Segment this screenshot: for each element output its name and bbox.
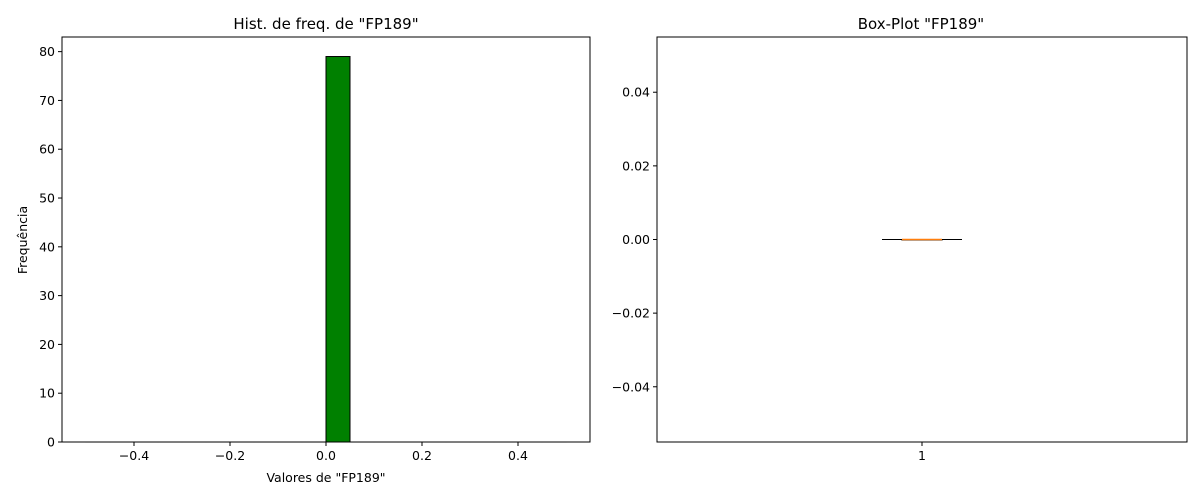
x-tick-label: 0.0 bbox=[316, 448, 336, 463]
boxplot-marks bbox=[882, 238, 962, 241]
x-tick-label: −0.2 bbox=[215, 448, 245, 463]
y-tick-label: 50 bbox=[39, 191, 55, 206]
y-tick-label: −0.04 bbox=[612, 379, 650, 394]
histogram-title: Hist. de freq. de "FP189" bbox=[233, 15, 418, 33]
x-tick-label: 0.4 bbox=[508, 448, 528, 463]
y-tick-label: 20 bbox=[39, 337, 55, 352]
histogram-panel: Hist. de freq. de "FP189" −0.4 −0.2 0.0 0.2… bbox=[15, 15, 591, 485]
histogram-bar bbox=[325, 56, 351, 443]
y-tick-label: 0.02 bbox=[622, 158, 650, 173]
boxplot-x-ticks: 1 bbox=[918, 442, 926, 463]
boxplot-y-ticks: −0.04 −0.02 0.00 0.02 0.04 bbox=[612, 85, 657, 394]
histogram-y-ticks: 0 10 20 30 40 50 60 70 80 bbox=[39, 44, 62, 450]
y-tick-label: 80 bbox=[39, 44, 55, 59]
y-tick-label: 40 bbox=[39, 239, 55, 254]
boxplot-panel: Box-Plot "FP189" 1 −0.04 −0.02 0.00 0.02 0.0… bbox=[612, 15, 1188, 463]
histogram-x-label: Valores de "FP189" bbox=[266, 470, 385, 485]
y-tick-label: 0 bbox=[47, 435, 55, 450]
x-tick-label: 0.2 bbox=[412, 448, 432, 463]
histogram-x-ticks: −0.4 −0.2 0.0 0.2 0.4 bbox=[119, 442, 528, 463]
y-tick-label: 10 bbox=[39, 386, 55, 401]
y-tick-label: 60 bbox=[39, 142, 55, 157]
histogram-bars bbox=[85, 56, 567, 443]
y-tick-label: 0.00 bbox=[622, 232, 650, 247]
boxplot-title: Box-Plot "FP189" bbox=[858, 15, 984, 33]
histogram-y-label: Frequência bbox=[15, 206, 30, 274]
y-tick-label: −0.02 bbox=[612, 306, 650, 321]
y-tick-label: 30 bbox=[39, 288, 55, 303]
x-tick-label: −0.4 bbox=[119, 448, 149, 463]
x-tick-label: 1 bbox=[918, 448, 926, 463]
y-tick-label: 70 bbox=[39, 93, 55, 108]
y-tick-label: 0.04 bbox=[622, 85, 650, 100]
